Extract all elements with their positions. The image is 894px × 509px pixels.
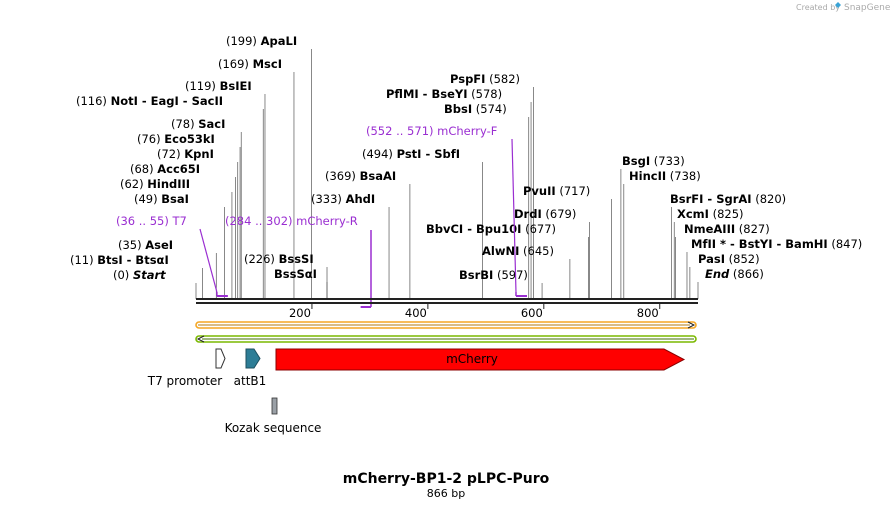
ruler-label: 800 [637, 306, 659, 320]
primer-label[interactable]: (552 .. 571) mCherry-F [366, 124, 497, 138]
primer-mark [199, 228, 228, 297]
orf-reverse-bar [195, 335, 697, 343]
feature-attb1[interactable]: attB1 [234, 348, 267, 388]
created-by-text: Created by [796, 3, 840, 12]
site-label[interactable]: (0) Start [113, 268, 166, 282]
primer-label[interactable]: (284 .. 302) mCherry-R [225, 214, 358, 228]
feature-mcherry[interactable]: mCherry [275, 348, 686, 371]
map-length: 866 bp [427, 487, 465, 500]
site-label[interactable]: PflMI - BseYI (578) [386, 87, 502, 101]
map-title: mCherry-BP1-2 pLPC-Puro [343, 471, 550, 487]
site-label[interactable]: AlwNI (645) [482, 244, 554, 258]
site-label[interactable]: (369) BsaAI [325, 169, 396, 183]
site-labels: (0) Start(11) BtsI - BtsαI(35) AseI (49) … [70, 34, 862, 282]
site-label[interactable]: (226) BssSI [244, 252, 314, 266]
primer-mark [360, 230, 372, 308]
site-label[interactable]: (169) MscI [218, 57, 282, 71]
site-label[interactable]: (68) Acc65I [130, 162, 200, 176]
features: T7 promoter attB1 Kozak sequence mCherry [147, 348, 686, 435]
primer-label[interactable]: (36 .. 55) T7 [116, 214, 187, 228]
ruler-label: 200 [289, 306, 311, 320]
site-label[interactable]: PvuII (717) [523, 184, 590, 198]
primer-layer: (36 .. 55) T7 (284 .. 302) mCherry-R (552 … [116, 124, 527, 308]
site-label[interactable]: BssSαI [274, 267, 317, 281]
sequence-backbone [196, 298, 698, 304]
site-label[interactable]: XcmI (825) [677, 207, 744, 221]
site-label[interactable]: BsgI (733) [622, 154, 685, 168]
snapgene-logo-icon [835, 2, 841, 8]
feature-kozak-sequence[interactable]: Kozak sequence [225, 397, 322, 435]
orf-forward-bar [195, 321, 697, 329]
site-label[interactable]: (62) HindIII [120, 177, 190, 191]
site-label[interactable]: (78) SacI [171, 117, 225, 131]
svg-text:attB1: attB1 [234, 374, 267, 388]
site-label[interactable]: (11) BtsI - BtsαI [70, 253, 169, 267]
site-label[interactable]: BsrFI - SgrAI (820) [670, 192, 786, 206]
site-label[interactable]: (76) Eco53kI [137, 132, 215, 146]
site-label[interactable]: End (866) [705, 267, 764, 281]
site-label[interactable]: DrdI (679) [514, 207, 576, 221]
svg-text:Kozak sequence: Kozak sequence [225, 421, 322, 435]
site-label[interactable]: (49) BsaI [134, 192, 189, 206]
site-label[interactable]: MfII * - BstYI - BamHI (847) [691, 237, 862, 251]
site-label[interactable]: (199) ApaLI [226, 34, 297, 48]
site-label[interactable]: PasI (852) [698, 252, 760, 266]
feature-t7-promoter[interactable]: T7 promoter [147, 348, 226, 388]
primer-mark [511, 138, 527, 297]
site-label[interactable]: BbvCI - Bpu10I (677) [426, 222, 556, 236]
site-lines [195, 49, 699, 299]
site-label[interactable]: PspFI (582) [450, 72, 520, 86]
site-label[interactable]: (333) AhdI [311, 192, 375, 206]
site-label[interactable]: (35) AseI [118, 238, 173, 252]
site-label[interactable]: NmeAIII (827) [684, 222, 770, 236]
ruler-label: 600 [521, 306, 543, 320]
svg-text:mCherry: mCherry [446, 352, 498, 366]
site-label[interactable]: (72) KpnI [157, 147, 214, 161]
site-label[interactable]: HincII (738) [629, 169, 701, 183]
site-label[interactable]: (119) BsIEI [185, 79, 252, 93]
ruler-label: 400 [405, 306, 427, 320]
site-label[interactable]: BsrBI (597) [459, 268, 528, 282]
ruler: 200 400 600 800 [289, 303, 661, 320]
svg-text:T7 promoter: T7 promoter [147, 374, 223, 388]
site-label[interactable]: BbsI (574) [444, 102, 507, 116]
snapgene-brand: SnapGene [844, 3, 891, 13]
site-label[interactable]: (494) PstI - SbfI [362, 147, 460, 161]
site-label[interactable]: (116) NotI - EagI - SacII [76, 94, 223, 108]
